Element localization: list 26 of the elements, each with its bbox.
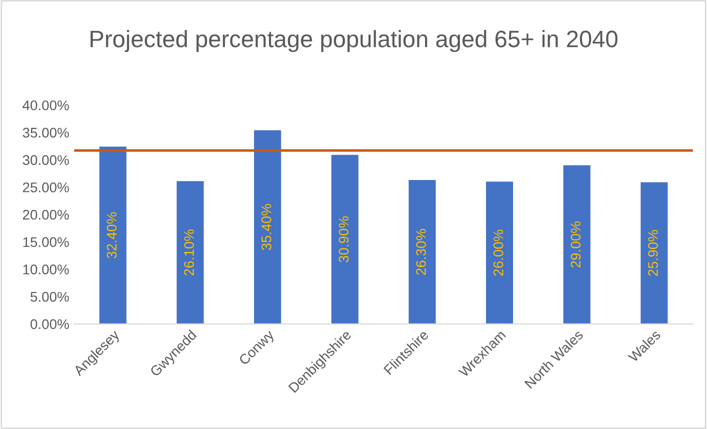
y-tick-label: 35.00% xyxy=(22,128,69,138)
bar xyxy=(563,165,590,324)
bar xyxy=(486,182,514,324)
bar xyxy=(408,180,436,324)
y-tick-label: 20.00% xyxy=(22,210,69,220)
y-tick-label: 0.00% xyxy=(30,319,69,330)
data-label: 25.90% xyxy=(648,230,658,276)
y-tick-label: 10.00% xyxy=(23,264,69,274)
bar xyxy=(254,130,282,324)
bar xyxy=(331,154,358,324)
bar xyxy=(176,181,204,324)
data-label: 26.30% xyxy=(416,228,426,275)
data-label: 26.00% xyxy=(493,230,504,276)
y-tick-label: 25.00% xyxy=(22,182,69,192)
bar xyxy=(99,146,126,324)
y-tick-label: 15.00% xyxy=(23,237,69,248)
data-label: 30.90% xyxy=(338,216,349,262)
y-tick-label: 40.00% xyxy=(22,100,69,110)
data-label: 35.40% xyxy=(261,204,272,250)
y-tick-label: 30.00% xyxy=(22,155,69,165)
data-label: 26.10% xyxy=(184,229,194,276)
data-label: 29.00% xyxy=(570,222,581,268)
y-tick-label: 5.00% xyxy=(30,292,69,302)
data-label: 32.40% xyxy=(106,212,117,258)
bar xyxy=(640,182,668,324)
chart-title: Projected percentage population aged 65+ in 2040 xyxy=(90,30,618,52)
